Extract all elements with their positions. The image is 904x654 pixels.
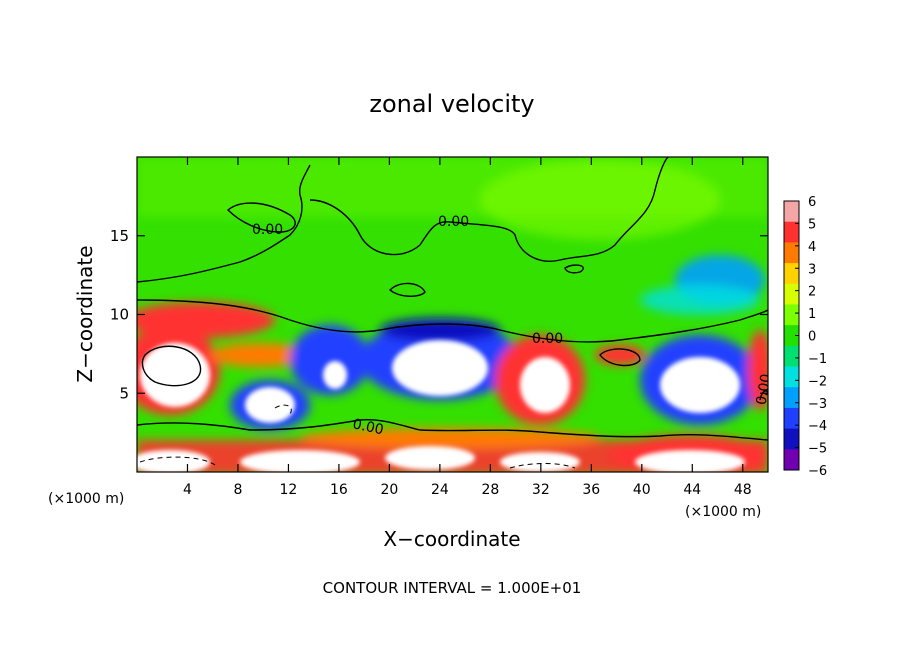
x-tick-label: 48	[734, 482, 752, 498]
zero-contours	[137, 157, 768, 441]
colorbar-segment	[784, 428, 799, 450]
y-axis-label: Z−coordinate	[73, 245, 97, 382]
colorbar-tick-label: 3	[808, 262, 816, 277]
colorbar-tick-label: 0	[808, 330, 816, 345]
contour-labels: 0.00 0.00 0.00 0.00 0.00	[252, 214, 775, 438]
y-tick-label: 15	[110, 227, 129, 245]
x-tick-label: 24	[431, 482, 449, 498]
field-saturated-cores	[137, 340, 745, 472]
colorbar-segment	[784, 366, 799, 388]
x-unit-label-right: (×1000 m)	[685, 504, 761, 520]
colorbar-segment	[784, 263, 799, 285]
colorbar-segment	[784, 387, 799, 409]
y-tick-label: 5	[119, 384, 129, 402]
colorbar: 6 5 4 3 2 1 0 −1 −2 −3 −4 −5 −6	[783, 195, 827, 479]
y-tick-label: 10	[110, 306, 129, 324]
colorbar-segment	[784, 283, 799, 305]
contour-label: 0.00	[532, 331, 563, 347]
contour-label: 0.00	[252, 222, 283, 238]
x-tick-label: 16	[330, 482, 348, 498]
y-axis-ticks: 5 10 15	[110, 227, 768, 402]
colorbar-tick-label: 1	[808, 307, 816, 322]
colorbar-segment	[784, 449, 799, 471]
contour-interval-note: CONTOUR INTERVAL = 1.000E+01	[323, 579, 582, 597]
x-tick-label: 40	[633, 482, 651, 498]
colorbar-tick-label: −1	[808, 352, 827, 367]
colorbar-tick-label: 6	[808, 195, 816, 210]
x-unit-label-left: (×1000 m)	[48, 491, 124, 507]
colorbar-tick-label: −5	[808, 442, 827, 457]
colorbar-segment	[784, 407, 799, 430]
x-tick-label: 32	[532, 482, 550, 498]
colorbar-segment	[784, 325, 799, 347]
colorbar-tick-label: −3	[808, 397, 827, 412]
colorbar-segment	[784, 221, 799, 243]
colorbar-tick-label: −4	[808, 419, 827, 434]
colorbar-tick-label: −6	[808, 464, 827, 479]
x-tick-label: 36	[582, 482, 600, 498]
chart-title: zonal velocity	[369, 90, 534, 118]
x-tick-label: 4	[183, 482, 192, 498]
x-axis-ticks: 4 8 12 16 20 24 28 32 36 40 44 48	[183, 157, 752, 498]
heatmap-field: 0.00 0.00 0.00 0.00 0.00	[137, 157, 775, 472]
colorbar-segment	[784, 345, 799, 368]
colorbar-tick-label: 2	[808, 285, 816, 300]
colorbar-tick-label: 5	[808, 217, 816, 232]
contour-label: 0.00	[351, 416, 385, 438]
x-axis-label: X−coordinate	[383, 527, 520, 551]
contour-label: 0.00	[438, 214, 469, 230]
colorbar-segment	[784, 304, 799, 326]
x-tick-label: 8	[233, 482, 242, 498]
contour-label: 0.00	[754, 373, 775, 406]
colorbar-tick-label: −2	[808, 374, 827, 389]
colorbar-tick-label: 4	[808, 240, 816, 255]
dashed-contours	[139, 404, 576, 469]
x-tick-label: 44	[683, 482, 701, 498]
x-tick-label: 20	[380, 482, 398, 498]
x-tick-label: 12	[280, 482, 298, 498]
colorbar-segment	[784, 242, 799, 264]
x-tick-label: 28	[481, 482, 499, 498]
colorbar-segment	[784, 201, 799, 223]
